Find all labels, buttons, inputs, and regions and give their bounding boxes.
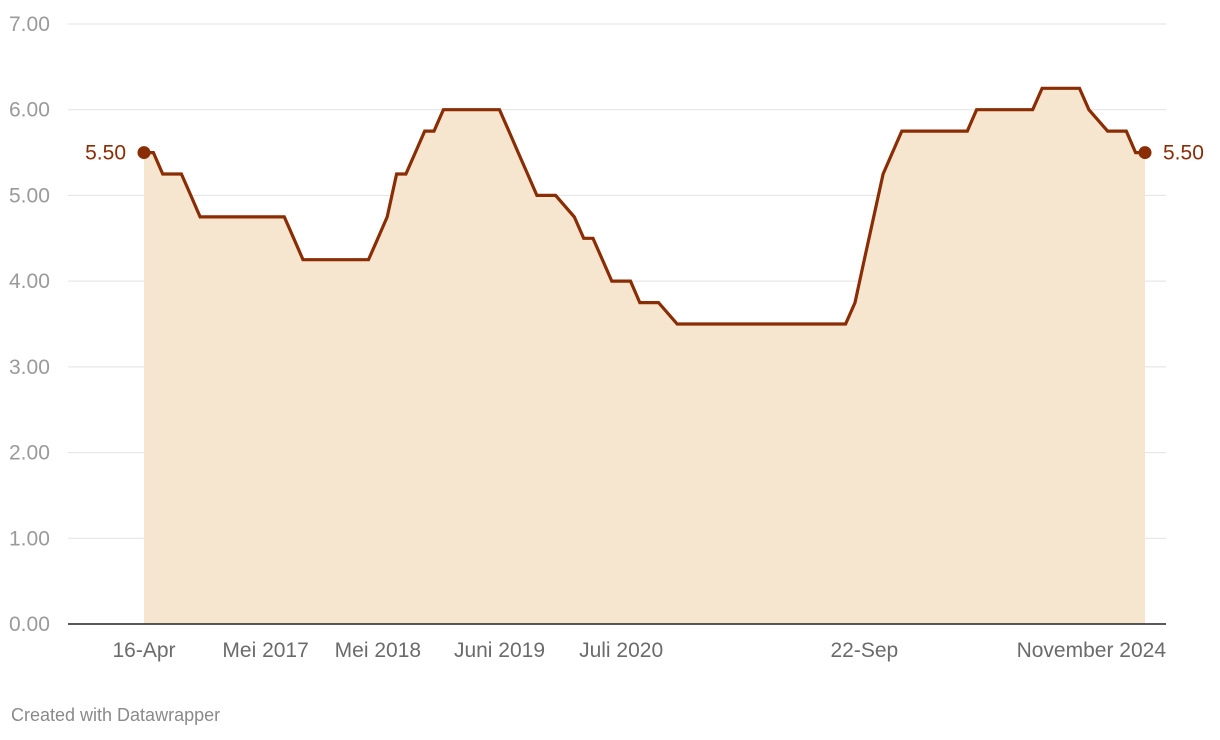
y-tick-label: 6.00 (9, 99, 50, 122)
x-tick-label: 22-Sep (830, 639, 898, 662)
y-tick-label: 2.00 (9, 442, 50, 465)
area-fill (144, 88, 1145, 625)
x-tick-label: 16-Apr (112, 639, 175, 662)
x-axis-ticks: 16-Apr Mei 2017 Mei 2018 Juni 2019 Juli 2020… (112, 639, 1166, 662)
x-tick-label: Juli 2020 (579, 639, 663, 662)
x-tick-label: Mei 2018 (335, 639, 421, 662)
y-tick-label: 0.00 (9, 613, 50, 636)
start-value-label: 5.50 (85, 142, 126, 165)
end-point-marker (1138, 146, 1152, 160)
x-tick-label: Juni 2019 (454, 639, 545, 662)
y-tick-label: 7.00 (9, 13, 50, 36)
footer-credit: Created with Datawrapper (11, 705, 221, 725)
end-markers: 5.50 5.50 (85, 142, 1204, 165)
y-axis-ticks: 0.00 1.00 2.00 3.00 4.00 5.00 6.00 7.00 (9, 13, 50, 636)
y-tick-label: 1.00 (9, 527, 50, 550)
x-tick-label: Mei 2017 (222, 639, 308, 662)
series-line (144, 86, 1145, 326)
y-tick-label: 3.00 (9, 356, 50, 379)
start-point-marker (137, 146, 151, 160)
end-value-label: 5.50 (1163, 142, 1204, 165)
y-tick-label: 5.00 (9, 184, 50, 207)
x-tick-label: November 2024 (1017, 639, 1167, 662)
y-tick-label: 4.00 (9, 270, 50, 293)
